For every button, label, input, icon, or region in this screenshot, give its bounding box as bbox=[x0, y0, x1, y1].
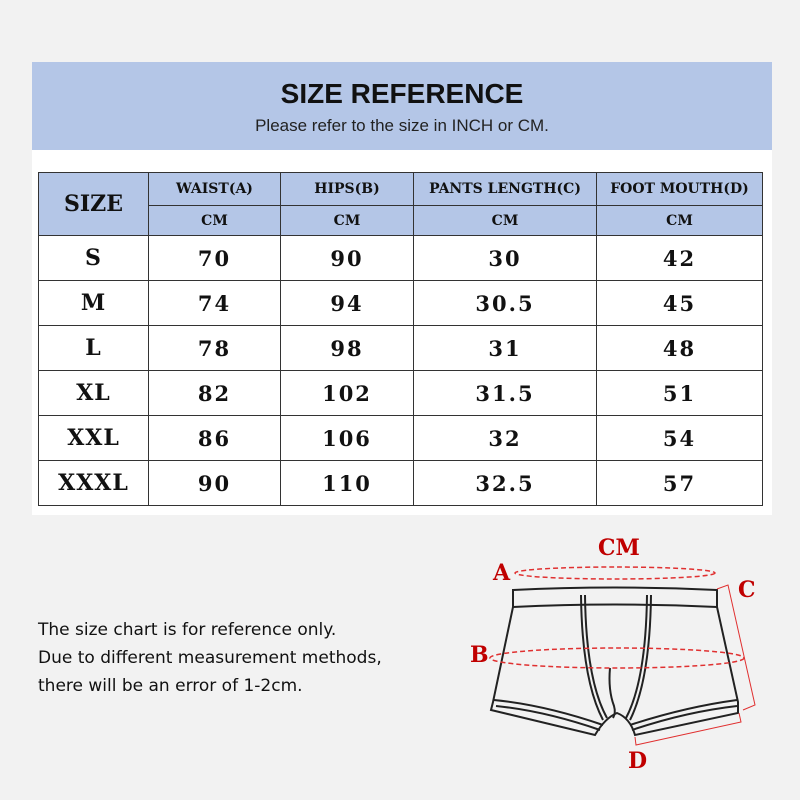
note-line: Due to different measurement methods, bbox=[38, 648, 382, 668]
table-row: M 74 94 30.5 45 bbox=[38, 280, 763, 326]
label-b: B bbox=[470, 642, 489, 668]
measurement-cell: 110 bbox=[280, 460, 414, 506]
measurement-cell: 106 bbox=[280, 415, 414, 461]
size-cell: XXL bbox=[38, 415, 149, 461]
measurement-cell: 90 bbox=[280, 235, 414, 281]
measurement-cell: 90 bbox=[148, 460, 281, 506]
measurement-cell: 98 bbox=[280, 325, 414, 371]
boxer-outline bbox=[489, 586, 739, 737]
measurement-cell: 57 bbox=[596, 460, 763, 506]
underwear-diagram bbox=[489, 566, 756, 746]
unit-header: CM bbox=[596, 205, 763, 236]
table-row: XL 82 102 31.5 51 bbox=[38, 370, 763, 416]
measurement-cell: 48 bbox=[596, 325, 763, 371]
note-line: The size chart is for reference only. bbox=[38, 620, 337, 640]
measurement-cell: 32.5 bbox=[413, 460, 597, 506]
hips-measure-ellipse bbox=[489, 647, 745, 669]
size-header: SIZE bbox=[38, 172, 149, 236]
unit-header: CM bbox=[413, 205, 597, 236]
disclaimer-note: The size chart is for reference only. Du… bbox=[38, 616, 382, 700]
measurement-cell: 51 bbox=[596, 370, 763, 416]
measurement-lines bbox=[489, 566, 756, 746]
page-subtitle: Please refer to the size in INCH or CM. bbox=[255, 116, 549, 135]
size-cell: XXXL bbox=[38, 460, 149, 506]
table-row: XXL 86 106 32 54 bbox=[38, 415, 763, 461]
measurement-cell: 32 bbox=[413, 415, 597, 461]
size-table: SIZE WAIST(A) HIPS(B) PANTS LENGTH(C) FO… bbox=[38, 172, 763, 506]
waist-measure-ellipse bbox=[514, 566, 716, 580]
label-a: A bbox=[493, 560, 511, 586]
label-c: C bbox=[738, 577, 756, 603]
table-row: XXXL 90 110 32.5 57 bbox=[38, 460, 763, 506]
header-band: SIZE REFERENCE Please refer to the size … bbox=[32, 62, 772, 150]
diagram-unit-label: CM bbox=[598, 535, 640, 561]
measurement-cell: 94 bbox=[280, 280, 414, 326]
column-header: FOOT MOUTH(D) bbox=[596, 172, 763, 206]
size-cell: S bbox=[38, 235, 149, 281]
size-cell: XL bbox=[38, 370, 149, 416]
measurement-cell: 102 bbox=[280, 370, 414, 416]
measurement-cell: 30 bbox=[413, 235, 597, 281]
size-cell: L bbox=[38, 325, 149, 371]
measurement-cell: 70 bbox=[148, 235, 281, 281]
measurement-cell: 74 bbox=[148, 280, 281, 326]
table-row: L 78 98 31 48 bbox=[38, 325, 763, 371]
column-header: WAIST(A) bbox=[148, 172, 281, 206]
column-header: PANTS LENGTH(C) bbox=[413, 172, 597, 206]
measurement-cell: 31 bbox=[413, 325, 597, 371]
page-title: SIZE REFERENCE bbox=[280, 78, 524, 109]
table-row: S 70 90 30 42 bbox=[38, 235, 763, 281]
measurement-cell: 42 bbox=[596, 235, 763, 281]
size-cell: M bbox=[38, 280, 149, 326]
measurement-cell: 78 bbox=[148, 325, 281, 371]
measurement-cell: 30.5 bbox=[413, 280, 597, 326]
measurement-cell: 31.5 bbox=[413, 370, 597, 416]
measurement-cell: 45 bbox=[596, 280, 763, 326]
measurement-cell: 86 bbox=[148, 415, 281, 461]
note-line: there will be an error of 1-2cm. bbox=[38, 676, 303, 696]
measurement-cell: 82 bbox=[148, 370, 281, 416]
measurement-cell: 54 bbox=[596, 415, 763, 461]
unit-header: CM bbox=[148, 205, 281, 236]
label-d: D bbox=[628, 748, 648, 774]
foot-mouth-measure-line bbox=[634, 712, 742, 746]
unit-header: CM bbox=[280, 205, 414, 236]
column-header: HIPS(B) bbox=[280, 172, 414, 206]
length-measure-line bbox=[716, 584, 756, 711]
